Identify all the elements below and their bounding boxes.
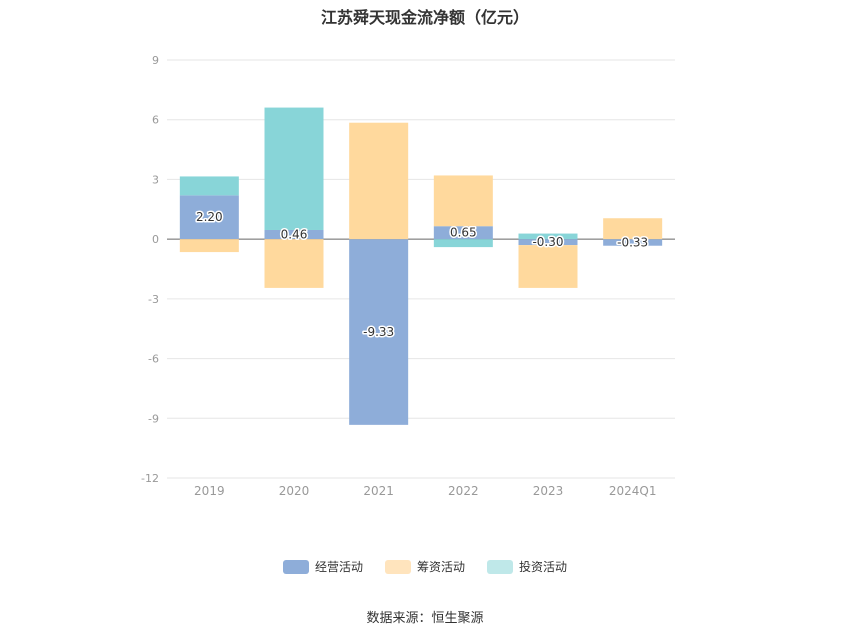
y-tick-label: 9	[152, 54, 159, 67]
y-tick-label: -9	[148, 412, 159, 425]
bar-financing	[433, 175, 493, 227]
bar-investing	[518, 233, 578, 240]
data-label-operating: 2.20	[196, 210, 223, 224]
legend-item-financing[interactable]: 筹资活动	[384, 558, 465, 575]
x-tick-label: 2023	[533, 484, 564, 498]
y-tick-label: -12	[141, 472, 159, 485]
data-label-operating: -0.33	[617, 235, 648, 249]
y-tick-label: 3	[152, 173, 159, 186]
x-tick-label: 2022	[448, 484, 479, 498]
bar-investing	[433, 239, 493, 248]
bar-operating	[518, 239, 578, 246]
x-tick-label: 2024Q1	[609, 484, 657, 498]
y-tick-label: -6	[148, 353, 159, 366]
legend-item-operating[interactable]: 经营活动	[282, 558, 363, 575]
chart-plot: 9 6 3 0 -3 -6 -9 -12 2019 2020 2021 2022 2023 2024Q1 2…	[141, 54, 675, 498]
legend-swatch-operating	[282, 559, 309, 574]
bar-operating	[603, 239, 663, 246]
bar-investing	[179, 176, 239, 196]
data-label-operating: -9.33	[363, 325, 394, 339]
bar-operating	[349, 239, 409, 425]
legend-label-financing: 筹资活动	[416, 560, 465, 574]
bar-operating	[179, 195, 239, 240]
y-tick-label: -3	[148, 293, 159, 306]
legend-label-operating: 经营活动	[314, 560, 363, 574]
bar-investing	[264, 107, 324, 230]
bar-operating	[433, 226, 493, 240]
bar-financing	[518, 245, 578, 288]
y-tick-label: 6	[152, 114, 159, 127]
legend-swatch-investing	[487, 559, 513, 574]
bar-financing	[349, 122, 409, 240]
legend-label-investing: 投资活动	[519, 560, 568, 574]
chart-title: 江苏舜天现金流净额（亿元）	[320, 8, 529, 27]
bar-financing	[179, 239, 239, 253]
bar-financing	[603, 218, 663, 240]
bar-operating	[264, 229, 324, 240]
bar-financing	[264, 239, 324, 288]
x-tick-label: 2021	[363, 484, 394, 498]
data-label-operating: 0.46	[281, 228, 308, 242]
data-label-operating: 0.65	[450, 226, 477, 240]
x-tick-label: 2019	[194, 484, 225, 498]
legend-swatch-financing	[384, 559, 411, 574]
legend-item-investing[interactable]: 投资活动	[487, 558, 567, 575]
data-source-note: 数据来源：恒生聚源	[366, 611, 484, 626]
y-tick-label: 0	[152, 233, 159, 246]
data-label-operating: -0.30	[532, 235, 563, 249]
chart-legend: 经营活动 筹资活动 投资活动	[0, 558, 850, 575]
x-tick-label: 2020	[279, 484, 310, 498]
